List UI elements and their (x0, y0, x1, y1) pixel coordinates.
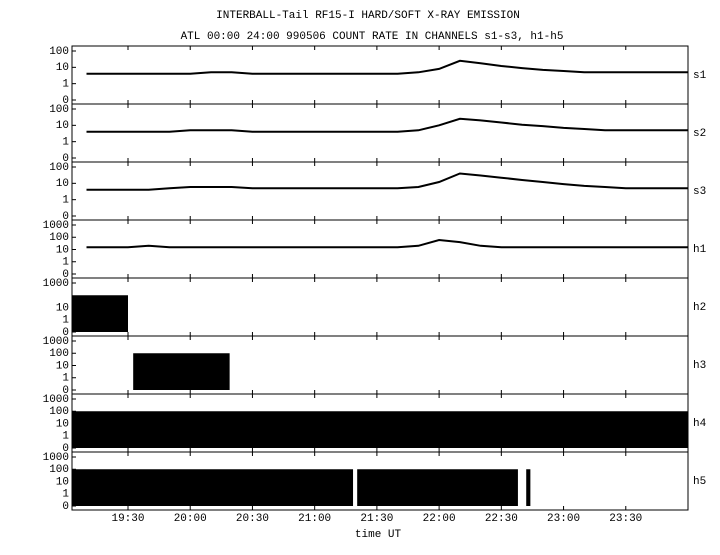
y-tick-label: 10 (56, 476, 69, 488)
y-tick-label: 1 (62, 431, 69, 443)
count-block (72, 469, 354, 506)
panel-label: s1 (693, 70, 707, 82)
y-tick-label: 1 (62, 195, 69, 207)
x-axis-label: time UT (355, 529, 402, 541)
y-tick-label: 0 (62, 501, 69, 513)
data-line (86, 238, 688, 249)
y-tick-label: 1 (62, 489, 69, 501)
y-tick-label: 100 (49, 348, 69, 360)
y-tick-label: 1 (62, 137, 69, 149)
chart-title: INTERBALL-Tail RF15-I HARD/SOFT X-RAY EM… (216, 10, 520, 22)
y-tick-label: 100 (49, 104, 69, 116)
count-block (133, 353, 230, 390)
y-tick-label: 1000 (43, 336, 69, 348)
panel-label: s3 (693, 186, 706, 198)
y-tick-label: 0 (62, 269, 69, 281)
y-tick-label: 10 (56, 244, 69, 256)
y-tick-label: 100 (49, 406, 69, 418)
y-tick-label: 1000 (43, 452, 69, 464)
y-tick-label: 1000 (43, 220, 69, 232)
y-tick-label: 0 (62, 327, 69, 339)
y-tick-label: 0 (62, 153, 69, 165)
y-tick-label: 1000 (43, 394, 69, 406)
panel-label: h2 (693, 302, 706, 314)
y-tick-label: 0 (62, 443, 69, 455)
y-tick-label: 100 (49, 232, 69, 244)
x-tick-label: 21:00 (298, 513, 331, 525)
y-tick-label: 100 (49, 46, 69, 58)
panel-label: h1 (693, 244, 707, 256)
x-tick-label: 23:30 (609, 513, 642, 525)
y-tick-label: 1 (62, 315, 69, 327)
y-tick-label: 100 (49, 464, 69, 476)
panel-label: h4 (693, 418, 707, 430)
data-line (86, 59, 688, 75)
count-block (72, 411, 688, 448)
count-block (526, 469, 531, 506)
data-line (86, 172, 688, 191)
x-tick-label: 20:30 (236, 513, 269, 525)
y-tick-label: 100 (49, 162, 69, 174)
y-tick-label: 10 (56, 360, 69, 372)
chart-subtitle: ATL 00:00 24:00 990506 COUNT RATE IN CHA… (181, 31, 564, 43)
y-tick-label: 1 (62, 257, 69, 269)
y-tick-label: 10 (56, 302, 69, 314)
data-line (86, 117, 688, 133)
y-tick-label: 1 (62, 79, 69, 91)
x-tick-label: 21:30 (360, 513, 393, 525)
y-tick-label: 10 (56, 418, 69, 430)
y-tick-label: 1 (62, 373, 69, 385)
count-block (72, 295, 128, 332)
y-tick-label: 0 (62, 95, 69, 107)
x-tick-label: 20:00 (174, 513, 207, 525)
y-tick-label: 10 (56, 120, 69, 132)
panel-label: s2 (693, 128, 706, 140)
x-tick-label: 19:30 (111, 513, 144, 525)
x-tick-label: 22:30 (485, 513, 518, 525)
y-tick-label: 0 (62, 385, 69, 397)
panel-label: h5 (693, 476, 706, 488)
y-tick-label: 0 (62, 211, 69, 223)
x-tick-label: 23:00 (547, 513, 580, 525)
x-tick-label: 22:00 (423, 513, 456, 525)
y-tick-label: 10 (56, 62, 69, 74)
count-block (357, 469, 518, 506)
y-tick-label: 10 (56, 178, 69, 190)
y-tick-label: 1000 (43, 278, 69, 290)
panel-label: h3 (693, 360, 706, 372)
